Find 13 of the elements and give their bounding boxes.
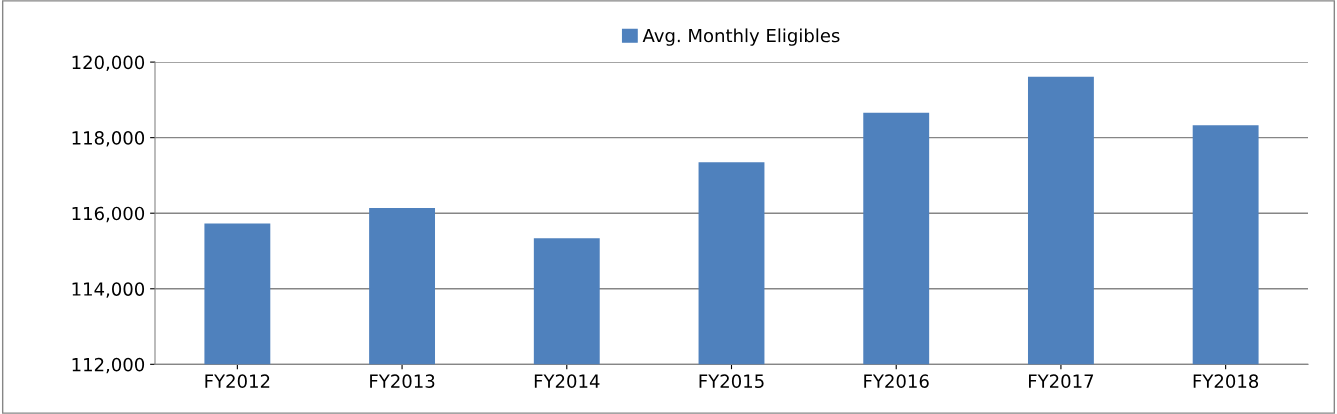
legend-label: Avg. Monthly Eligibles bbox=[642, 28, 840, 46]
x-tick-label: FY2013 bbox=[370, 374, 435, 389]
x-tick-label: FY2017 bbox=[1029, 374, 1094, 389]
y-tick-label: 112,000 bbox=[72, 357, 145, 374]
y-tick-label: 118,000 bbox=[72, 131, 145, 147]
x-tick-label: FY2015 bbox=[699, 374, 764, 389]
y-tick-label: 116,000 bbox=[72, 206, 145, 223]
x-tick-label: FY2016 bbox=[864, 374, 929, 389]
x-tick-label: FY2014 bbox=[534, 374, 600, 389]
x-tick-label: FY2018 bbox=[1193, 374, 1259, 389]
x-tick-label: FY2012 bbox=[205, 374, 270, 389]
y-tick-label: 120,000 bbox=[72, 55, 145, 72]
y-tick-label: 114,000 bbox=[72, 282, 145, 298]
